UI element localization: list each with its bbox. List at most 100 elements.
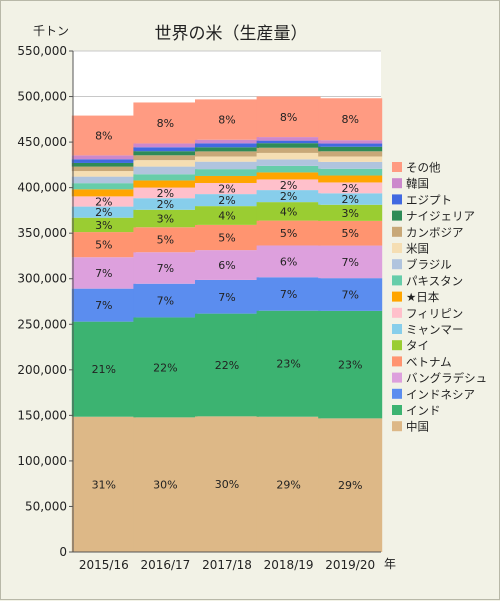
bar-segment [318, 418, 383, 552]
bar-segment [256, 220, 321, 246]
bar-segment [133, 160, 198, 167]
bar-segment [256, 179, 321, 191]
x-axis-unit-label: 年 [384, 557, 396, 571]
bar-segment [195, 416, 259, 552]
bar-segment [71, 166, 136, 172]
legend-label: ブラジル [406, 258, 452, 272]
bar-segment [133, 252, 198, 284]
segment-label: 3% [157, 213, 174, 226]
segment-label: 2% [341, 182, 358, 195]
legend-label: カンボジア [406, 225, 464, 239]
segment-label: 7% [157, 262, 174, 275]
legend-swatch [392, 162, 402, 172]
bar-segment [256, 140, 321, 144]
segment-label: 2% [218, 194, 235, 207]
bar-segment [318, 151, 383, 157]
segment-label: 5% [95, 239, 112, 252]
bar-segment [195, 206, 259, 225]
legend-swatch [392, 372, 402, 383]
x-tick-label: 2016/17 [140, 558, 190, 572]
bar-segment [256, 277, 321, 311]
bar-segment [195, 139, 259, 144]
legend-swatch [392, 210, 402, 221]
segment-label: 5% [157, 234, 174, 247]
bar-segment [318, 156, 383, 162]
bar-segment [256, 143, 321, 148]
bar-segment [256, 137, 321, 141]
y-tick-label: 100,000 [17, 454, 67, 468]
legend-label: フィリピン [406, 306, 463, 320]
legend-label: インドネシア [406, 387, 475, 401]
bar-segment [133, 147, 198, 152]
bar-segment [71, 321, 136, 417]
bar-segment [195, 156, 259, 162]
segment-label: 4% [218, 210, 235, 223]
bar-segment [318, 204, 383, 221]
segment-label: 2% [280, 179, 297, 192]
legend-label: 米国 [406, 242, 429, 256]
bar-segment [318, 98, 383, 141]
y-tick-label: 50,000 [25, 499, 67, 513]
bar-segment [256, 147, 321, 153]
legend-label: ナイジェリア [406, 209, 475, 223]
segment-label: 2% [157, 198, 174, 211]
segment-label: 5% [218, 232, 235, 245]
bar-segment [71, 217, 136, 233]
bar-segment [195, 169, 259, 176]
bar-segment [133, 143, 198, 148]
y-tick-labels: 0 50,000 100,000 150,000 200,000 250,000 300,0… [17, 44, 67, 559]
legend-label: ミャンマー [406, 323, 464, 337]
bar-segment [71, 115, 136, 156]
y-tick-label: 350,000 [17, 226, 67, 240]
bar-segment [71, 288, 136, 322]
bar-segment [195, 151, 259, 157]
segment-label: 7% [95, 267, 112, 280]
segment-label: 23% [276, 358, 300, 371]
bar-segment [256, 96, 321, 138]
axes [69, 50, 381, 553]
bar-segment [318, 220, 383, 246]
bar-segment [318, 175, 383, 183]
bar-segment [195, 279, 259, 314]
bar-segment [71, 196, 136, 207]
legend-swatch [392, 388, 402, 399]
segment-label: 8% [157, 117, 174, 130]
bar-segment [256, 416, 321, 552]
bar-segment [318, 140, 383, 144]
bar-segment [195, 224, 259, 251]
legend-label: ベトナム [406, 355, 452, 369]
segment-label: 5% [280, 227, 297, 240]
y-tick-label: 300,000 [17, 272, 67, 286]
y-tick-label: 0 [59, 545, 67, 559]
segment-label: 6% [218, 259, 235, 272]
bar-segment [133, 155, 198, 161]
bar-segment [256, 172, 321, 180]
bar-segment [256, 202, 321, 221]
segment-label: 7% [218, 291, 235, 304]
segment-label: 7% [157, 295, 174, 308]
bar-segment [133, 417, 198, 552]
bar-segment [256, 245, 321, 278]
legend-swatch [392, 291, 402, 302]
bar-stacks: 31%21%7%7%5%3%2%2%8%30%22%7%7%5%3%2%2%8%… [71, 96, 383, 552]
bar-segment [318, 310, 383, 419]
bar-segment [318, 168, 383, 176]
bar-segment [133, 198, 198, 210]
chart-title: 世界の米（生産量） [155, 24, 308, 44]
y-tick-label: 550,000 [17, 44, 67, 58]
bar-segment [195, 161, 259, 170]
y-tick-label: 400,000 [17, 181, 67, 195]
segment-label: 7% [341, 256, 358, 269]
segment-label: 7% [95, 299, 112, 312]
legend-swatch [392, 324, 402, 334]
bar-segment [318, 245, 383, 279]
legend-swatch [392, 405, 402, 415]
bar-segment [71, 183, 136, 190]
bar-segment [71, 232, 136, 258]
bar-segment [195, 250, 259, 280]
legend-swatch [392, 226, 402, 237]
bar-segment [318, 193, 383, 205]
bar-segment [256, 165, 321, 173]
bar-segment [71, 257, 136, 289]
